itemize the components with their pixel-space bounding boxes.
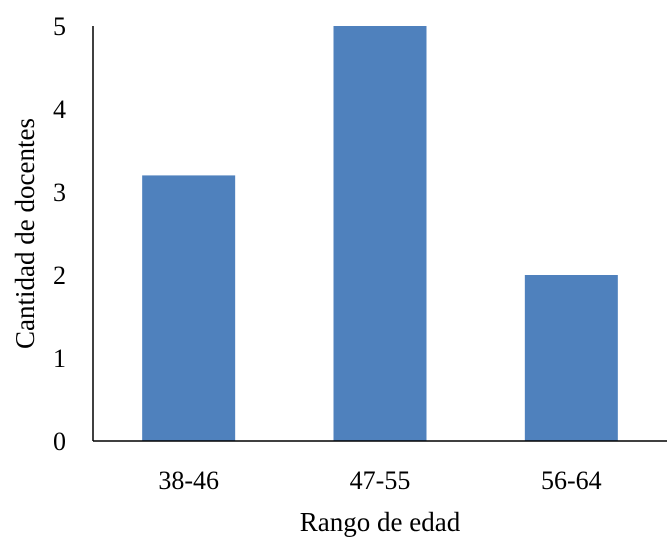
x-tick-label: 38-46 — [158, 466, 219, 495]
x-tick-label: 47-55 — [350, 466, 411, 495]
y-tick-label: 3 — [53, 178, 66, 207]
bar-38-46 — [142, 175, 235, 441]
x-tick-label: 56-64 — [541, 466, 602, 495]
y-tick-label: 0 — [53, 427, 66, 456]
y-tick-label: 5 — [53, 12, 66, 41]
bar-47-55 — [334, 26, 427, 441]
x-axis-title: Rango de edad — [300, 507, 461, 537]
y-tick-label: 2 — [53, 261, 66, 290]
y-axis-title: Cantidad de docentes — [10, 118, 40, 349]
x-tick-labels: 38-46 47-55 56-64 — [158, 466, 601, 495]
y-tick-labels: 0 1 2 3 4 5 — [53, 12, 66, 456]
bars-group — [142, 26, 618, 441]
y-tick-label: 4 — [53, 95, 66, 124]
bar-56-64 — [525, 275, 618, 441]
y-tick-label: 1 — [53, 344, 66, 373]
